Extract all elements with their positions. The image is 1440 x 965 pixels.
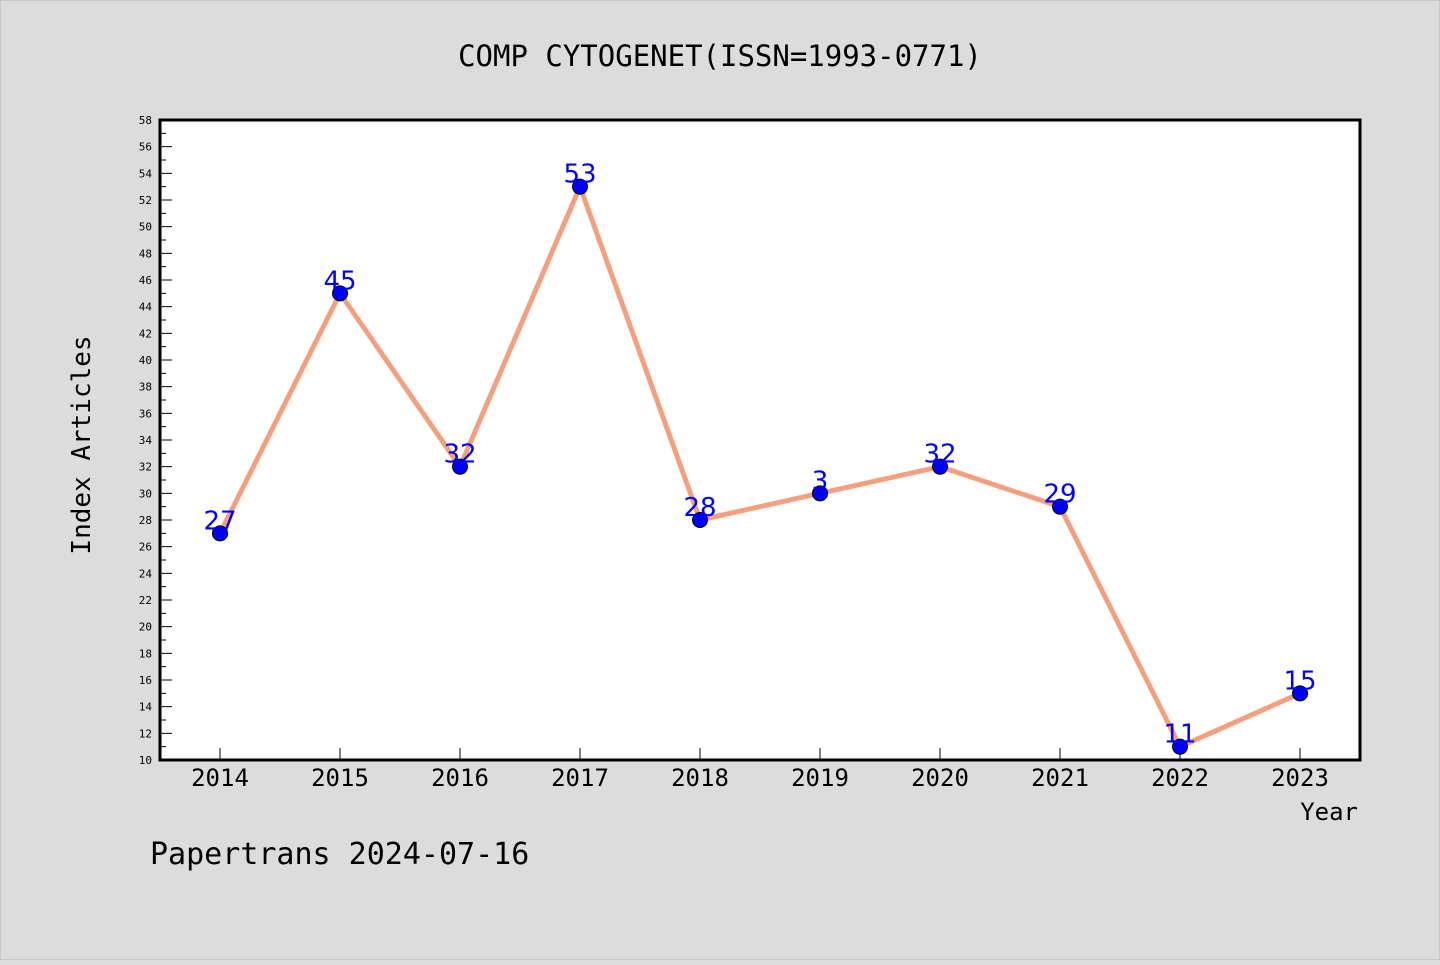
y-axis-label: Index Articles xyxy=(67,335,97,554)
y-tick-label: 22 xyxy=(139,594,152,607)
y-tick-label: 40 xyxy=(139,354,152,367)
x-tick-label: 2022 xyxy=(1151,764,1209,792)
y-tick-label: 30 xyxy=(139,487,152,500)
x-axis-label: Year xyxy=(1300,798,1358,826)
data-label: 32 xyxy=(443,440,476,470)
y-tick-label: 38 xyxy=(139,381,152,394)
x-axis: 2014 2015 2016 2017 2018 2019 2020 2021 2022 2023 xyxy=(191,748,1329,792)
y-tick-label: 20 xyxy=(139,621,152,634)
data-point xyxy=(1292,685,1308,702)
series-markers xyxy=(212,178,1308,755)
data-label: 32 xyxy=(923,440,956,470)
y-tick-label: 44 xyxy=(139,301,153,314)
y-tick-label: 34 xyxy=(139,434,153,447)
x-tick-label: 2018 xyxy=(671,764,729,792)
y-tick-label: 58 xyxy=(139,114,152,127)
x-tick-label: 2019 xyxy=(791,764,849,792)
data-point xyxy=(1052,498,1068,515)
y-tick-label: 12 xyxy=(139,727,152,740)
y-tick-label: 18 xyxy=(139,647,152,660)
data-label: 53 xyxy=(563,160,596,190)
y-tick-label: 16 xyxy=(139,674,152,687)
data-point xyxy=(212,525,228,542)
y-tick-label: 50 xyxy=(139,221,152,234)
y-tick-label: 28 xyxy=(139,514,152,527)
y-tick-label: 14 xyxy=(139,701,153,714)
x-tick-label: 2023 xyxy=(1271,764,1329,792)
y-tick-label: 24 xyxy=(139,567,153,580)
data-labels: 27 45 32 53 28 3 32 29 11 15 xyxy=(203,160,1316,750)
data-label: 45 xyxy=(323,266,356,296)
data-point xyxy=(332,285,348,302)
y-tick-label: 54 xyxy=(139,167,153,180)
data-label: 28 xyxy=(683,493,716,523)
x-tick-label: 2015 xyxy=(311,764,369,792)
data-label: 27 xyxy=(203,506,236,536)
y-tick-label: 56 xyxy=(139,141,152,154)
y-tick-label: 46 xyxy=(139,274,152,287)
y-tick-label: 42 xyxy=(139,327,152,340)
y-axis: 10 12 14 16 18 20 22 24 26 28 30 32 34 36 38 40 42 44 46 48… xyxy=(139,114,172,767)
series-polyline xyxy=(217,184,1302,750)
y-tick-label: 52 xyxy=(139,194,152,207)
chart-title: COMP CYTOGENET(ISSN=1993-0771) xyxy=(458,39,982,73)
y-tick-label: 26 xyxy=(139,541,152,554)
y-tick-label: 32 xyxy=(139,461,152,474)
x-tick-label: 2021 xyxy=(1031,764,1089,792)
data-point xyxy=(812,485,828,502)
data-point xyxy=(1172,738,1188,755)
data-point xyxy=(452,458,468,475)
y-tick-label: 10 xyxy=(139,754,152,767)
plot-frame xyxy=(158,118,1362,762)
y-tick-label: 48 xyxy=(139,247,152,260)
data-point xyxy=(692,512,708,528)
y-tick-label: 36 xyxy=(139,407,152,420)
data-label: 15 xyxy=(1283,666,1316,696)
x-tick-label: 2016 xyxy=(431,764,489,792)
footer-stamp: Papertrans 2024-07-16 xyxy=(150,837,529,872)
series-line xyxy=(217,184,1302,750)
data-point xyxy=(572,178,588,195)
x-tick-label: 2014 xyxy=(191,764,249,792)
x-tick-label: 2017 xyxy=(551,764,609,792)
plot-area xyxy=(160,120,1360,760)
x-tick-label: 2020 xyxy=(911,764,969,792)
data-point xyxy=(932,458,948,475)
data-label: 3 xyxy=(812,466,829,496)
data-label: 11 xyxy=(1163,720,1196,750)
data-label: 29 xyxy=(1043,480,1076,510)
